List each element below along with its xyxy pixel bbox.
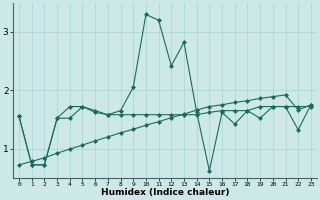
X-axis label: Humidex (Indice chaleur): Humidex (Indice chaleur) — [101, 188, 229, 197]
